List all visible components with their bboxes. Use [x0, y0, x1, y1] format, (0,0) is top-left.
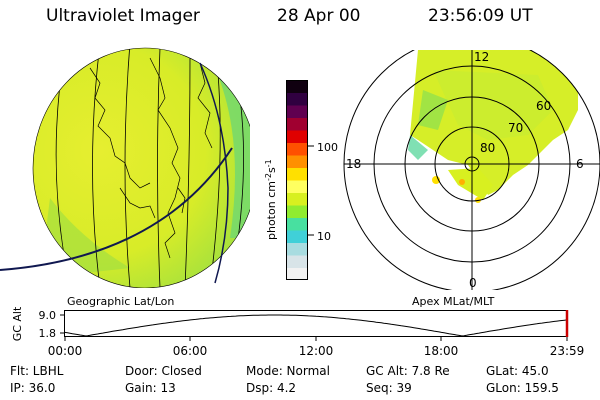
info-gain: Gain: 13	[125, 381, 176, 395]
info-mode: Mode: Normal	[246, 364, 330, 378]
colorbar-stripe	[286, 255, 308, 268]
alt-tick-9: 9.0	[39, 309, 57, 322]
colorbar-stripe	[286, 167, 308, 181]
colorbar-stripe	[286, 267, 308, 280]
apex-label: Apex MLat/MLT	[412, 295, 495, 308]
colorbar-stripe	[286, 180, 308, 193]
colorbar-stripe	[286, 242, 308, 256]
info-dsp: Dsp: 4.2	[246, 381, 297, 395]
colorbar-stripe	[286, 80, 308, 93]
info-door: Door: Closed	[125, 364, 202, 378]
info-ip: IP: 36.0	[10, 381, 56, 395]
geographic-image	[0, 47, 250, 288]
colorbar-unit-label: photon cm-2s-1	[264, 159, 278, 240]
mlat-label-70: 70	[508, 121, 523, 135]
colorbar-stripe	[286, 130, 308, 143]
mlat-label-80: 80	[480, 141, 495, 155]
instrument-title: Ultraviolet Imager	[46, 6, 200, 26]
alt-ylabel: GC Alt	[11, 306, 24, 341]
mlat-label-60: 60	[536, 99, 551, 113]
polar-mlt-plot: 12 18 6 0 60 70 80	[343, 50, 600, 290]
colorbar-stripe	[286, 192, 308, 206]
color-scale-ticks: 100 10	[308, 141, 338, 243]
colorbar-stripe	[286, 205, 308, 218]
colorbar-tick-10: 10	[317, 230, 331, 243]
mlt-label-0: 0	[469, 276, 477, 290]
x-tick-0600: 06:00	[173, 344, 208, 358]
mlt-label-6: 6	[576, 157, 584, 171]
x-tick-2359: 23:59	[550, 344, 585, 358]
mlt-label-12: 12	[474, 50, 489, 64]
info-gc-alt: GC Alt: 7.8 Re	[366, 364, 450, 378]
colorbar-tick-100: 100	[317, 141, 338, 154]
x-tick-0000: 00:00	[48, 344, 83, 358]
info-filter: Flt: LBHL	[10, 364, 64, 378]
altitude-plot: 9.0 1.8 GC Alt 00:00 06:00 12:00 18:00 2…	[11, 306, 585, 358]
svg-text:photon cm-2s-1: photon cm-2s-1	[264, 159, 278, 240]
colorbar-stripe	[286, 117, 308, 131]
x-tick-1800: 18:00	[424, 344, 459, 358]
info-glon: GLon: 159.5	[486, 381, 559, 395]
x-tick-1200: 12:00	[299, 344, 334, 358]
colorbar-stripe	[286, 105, 308, 118]
colorbar-stripe	[286, 92, 308, 106]
info-glat: GLat: 45.0	[486, 364, 549, 378]
color-scale-bar	[286, 80, 308, 280]
time-label: 23:56:09 UT	[428, 6, 533, 26]
colorbar-stripe	[286, 230, 308, 243]
alt-tick-1.8: 1.8	[39, 327, 57, 340]
info-seq: Seq: 39	[366, 381, 412, 395]
colorbar-stripe	[286, 155, 308, 168]
date-label: 28 Apr 00	[277, 6, 361, 26]
colorbar-stripe	[286, 217, 308, 231]
colorbar-stripe	[286, 142, 308, 156]
mlt-label-18: 18	[346, 157, 361, 171]
geographic-label: Geographic Lat/Lon	[67, 295, 175, 308]
